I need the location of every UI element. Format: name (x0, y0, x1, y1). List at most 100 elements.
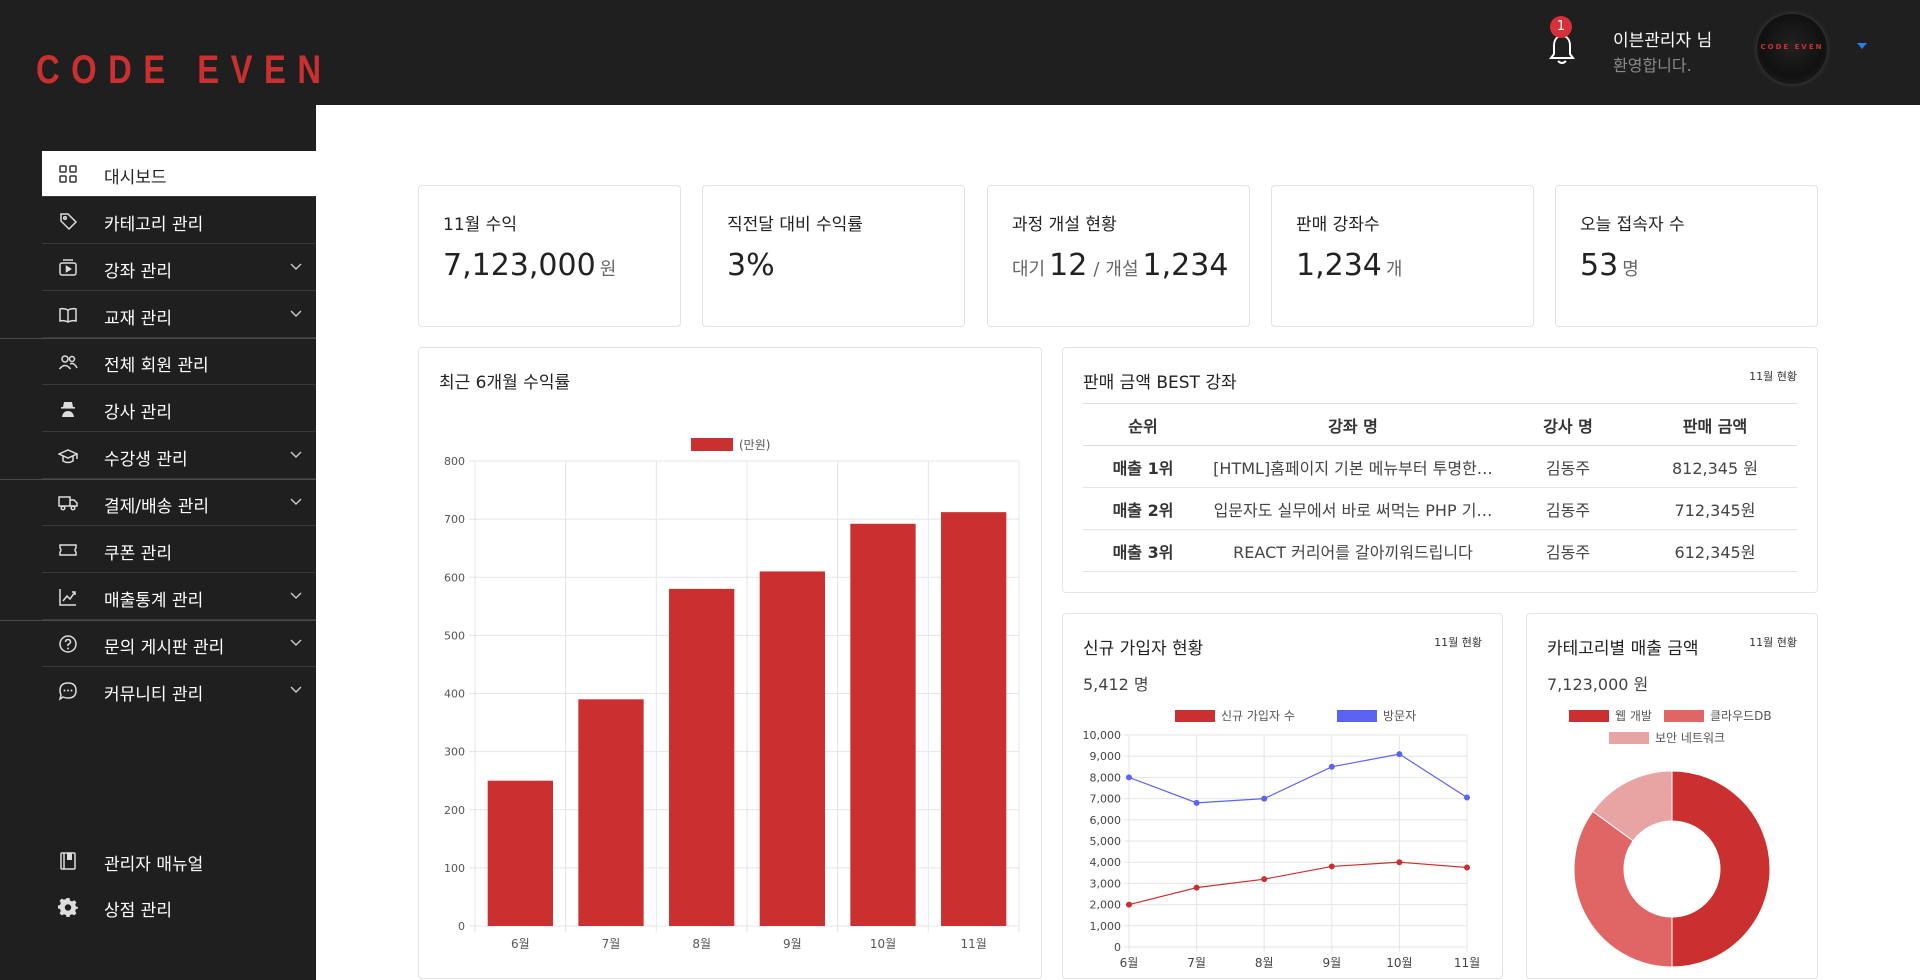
book-icon (59, 307, 77, 323)
legend-label: 웹 개발 (1615, 709, 1652, 723)
notification-count-badge: 1 (1550, 16, 1572, 38)
stat-number: 1,234 (1296, 248, 1382, 283)
signup-total: 5,412 명 (1083, 675, 1149, 694)
table-row[interactable]: 매출 2위 입문자도 실무에서 바로 써먹는 PHP 기… 김동주 712,34… (1083, 487, 1797, 530)
x-tick-label: 11월 (1454, 956, 1480, 970)
sidebar-item-sales-stats[interactable]: 매출통계 관리 (42, 574, 316, 620)
bar (487, 780, 553, 926)
x-tick-label: 10월 (870, 937, 896, 951)
revenue-bar-chart: (만원) 0 100 200 300 400 500 600 700 800 6월 7월 8월 9월 10월… (444, 438, 1020, 951)
legend-label: 방문자 (1383, 709, 1416, 723)
admin-greeting: 환영합니다. (1613, 56, 1692, 75)
sidebar-item-label: 대시보드 (104, 168, 167, 188)
brand-logo[interactable]: CODE EVEN (36, 48, 333, 92)
sidebar-group-divider (0, 620, 316, 621)
y-tick-label: 7,000 (1090, 793, 1122, 806)
dashboard-grid-icon (59, 165, 77, 183)
stat-value: 대기 12/개설 1,234 (1012, 248, 1228, 283)
legend-swatch (1175, 710, 1215, 722)
gear-icon (58, 898, 78, 917)
bar (850, 523, 916, 926)
sidebar-item-label: 상점 관리 (104, 901, 172, 921)
y-tick-label: 3,000 (1090, 877, 1122, 890)
y-tick-label: 100 (444, 862, 465, 875)
x-tick-label: 7월 (1187, 956, 1206, 970)
x-tick-label: 6월 (511, 937, 530, 951)
profile-dropdown-caret-icon[interactable] (1857, 43, 1867, 49)
ticket-icon (59, 544, 77, 556)
amount-cell: 812,345 원 (1633, 445, 1797, 488)
sidebar-item-store-settings[interactable]: 상점 관리 (42, 887, 316, 927)
stat-card-today-visitors: 오늘 접속자 수 53 명 (1555, 185, 1818, 327)
data-point (1396, 859, 1403, 866)
table-row[interactable]: 매출 3위 REACT 커리어를 갈아끼워드립니다 김동주 612,345원 (1083, 529, 1797, 572)
sidebar: 대시보드 카테고리 관리 강좌 관리 교재 관리 전체 회원 관리 강사 관리 … (0, 105, 316, 980)
sidebar-item-dashboard[interactable]: 대시보드 (42, 151, 316, 197)
notification-bell-icon[interactable] (1548, 32, 1576, 66)
data-point (1396, 751, 1403, 758)
stat-card-growth-rate: 직전달 대비 수익률 3% (702, 185, 965, 327)
legend-label: 클라우드DB (1710, 709, 1772, 723)
sidebar-item-students[interactable]: 수강생 관리 (42, 433, 316, 479)
pie-slice (1592, 770, 1673, 842)
course-cell[interactable]: [HTML]홈페이지 기본 메뉴부터 투명한… (1203, 445, 1503, 488)
x-tick-label: 6월 (1120, 956, 1139, 970)
stat-wait-label: 대기 (1012, 259, 1046, 280)
y-tick-label: 300 (444, 746, 465, 759)
stat-open-label: 개설 (1105, 259, 1139, 280)
avatar-logo: CODE EVEN (1760, 43, 1824, 51)
sidebar-item-instructor[interactable]: 강사 관리 (42, 386, 316, 432)
chart-line-icon (59, 589, 76, 606)
y-tick-label: 8,000 (1090, 771, 1122, 784)
y-tick-label: 10,000 (1083, 729, 1122, 742)
amount-cell: 612,345원 (1633, 529, 1797, 572)
table-header-row: 순위 강좌 명 강사 명 판매 금액 (1083, 403, 1797, 446)
sidebar-item-textbook[interactable]: 교재 관리 (42, 292, 316, 338)
sidebar-item-inquiry[interactable]: 문의 게시판 관리 (42, 621, 316, 667)
sidebar-item-coupon[interactable]: 쿠폰 관리 (42, 527, 316, 573)
pie-slice (1671, 770, 1771, 968)
panel-note: 11월 현황 (1749, 370, 1797, 383)
y-tick-label: 400 (444, 688, 465, 701)
stat-unit: 개 (1385, 259, 1403, 280)
sidebar-item-label: 교재 관리 (104, 309, 172, 329)
sidebar-item-community[interactable]: 커뮤니티 관리 (42, 668, 316, 714)
chevron-down-icon (290, 310, 302, 317)
x-tick-label: 10월 (1386, 956, 1412, 970)
avatar[interactable]: CODE EVEN (1757, 14, 1827, 84)
stat-value: 3% (727, 248, 775, 283)
tag-icon (60, 213, 78, 231)
chevron-down-icon (290, 639, 302, 646)
course-cell[interactable]: 입문자도 실무에서 바로 써먹는 PHP 기… (1203, 487, 1503, 530)
sidebar-item-payment[interactable]: 결제/배송 관리 (42, 480, 316, 526)
panel-title: 카테고리별 매출 금액 (1547, 639, 1699, 659)
sidebar-item-course[interactable]: 강좌 관리 (42, 245, 316, 291)
sidebar-group-divider (0, 338, 316, 339)
data-point (1126, 901, 1132, 908)
legend-swatch (1609, 732, 1649, 744)
signup-chart-panel: 신규 가입자 현황 11월 현황 5,412 명 신규 가입자 수 방문자 0 1,0… (1062, 613, 1503, 979)
stat-card-sold-courses: 판매 강좌수 1,234 개 (1271, 185, 1534, 327)
sidebar-item-members[interactable]: 전체 회원 관리 (42, 339, 316, 385)
top-header: CODE EVEN 1 이븐관리자 님 환영합니다. CODE EVEN (0, 0, 1920, 105)
category-total: 7,123,000 원 (1547, 675, 1649, 694)
data-point (1193, 884, 1200, 891)
panel-note: 11월 현황 (1434, 636, 1482, 649)
legend-swatch (1569, 710, 1609, 722)
table-row[interactable]: 매출 1위 [HTML]홈페이지 기본 메뉴부터 투명한… 김동주 812,34… (1083, 445, 1797, 488)
stat-separator: / (1093, 259, 1100, 280)
sidebar-item-label: 커뮤니티 관리 (104, 685, 204, 705)
teacher-cell: 김동주 (1503, 445, 1633, 488)
stat-title: 과정 개설 현황 (1012, 215, 1117, 235)
sidebar-item-category[interactable]: 카테고리 관리 (42, 198, 316, 244)
manual-book-icon (60, 852, 76, 870)
sidebar-item-label: 문의 게시판 관리 (104, 638, 225, 658)
stat-number: 53 (1580, 248, 1619, 283)
chevron-down-icon (290, 451, 302, 458)
sidebar-item-admin-manual[interactable]: 관리자 매뉴얼 (42, 841, 316, 881)
bar (669, 588, 735, 926)
sidebar-item-label: 매출통계 관리 (104, 591, 204, 611)
revenue-chart-panel: 최근 6개월 수익률 (만원) 0 100 200 300 400 500 600 700 800… (418, 347, 1042, 979)
course-cell[interactable]: REACT 커리어를 갈아끼워드립니다 (1203, 529, 1503, 572)
x-tick-label: 11월 (961, 937, 987, 951)
